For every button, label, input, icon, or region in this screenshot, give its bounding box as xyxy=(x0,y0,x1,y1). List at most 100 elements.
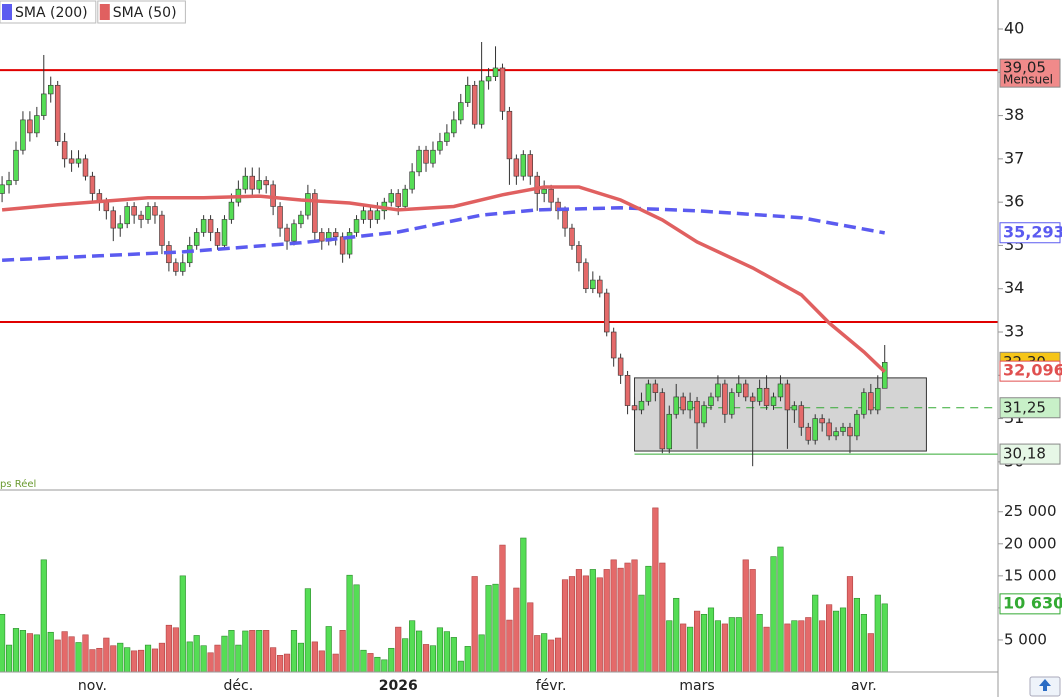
candle-body xyxy=(402,188,408,207)
volume-bar xyxy=(151,648,159,673)
legend-label: SMA (200) xyxy=(15,5,88,21)
candle-body xyxy=(430,149,436,164)
candle-body xyxy=(694,400,700,424)
candle-body xyxy=(27,119,33,134)
price-tag-label: 31,25 xyxy=(1003,398,1046,416)
candle-body xyxy=(388,193,395,203)
volume-bar xyxy=(270,647,277,673)
volume-bar xyxy=(554,637,562,673)
candle-body xyxy=(534,175,540,194)
y-tick-label: 40 xyxy=(1004,19,1024,38)
volume-bar xyxy=(103,637,110,673)
scroll-button[interactable] xyxy=(1029,676,1061,697)
volume-bar xyxy=(61,631,68,673)
candle-body xyxy=(13,149,19,181)
volume-bar xyxy=(124,647,131,673)
price-tag-label: 35,293 xyxy=(1003,222,1062,241)
volume-bar xyxy=(492,583,499,673)
candle-body xyxy=(492,67,499,77)
volume-bar xyxy=(506,619,513,673)
candle-body xyxy=(708,396,714,406)
price-tag xyxy=(999,360,1061,382)
volume-bar xyxy=(54,639,61,673)
candle-body xyxy=(89,175,96,194)
volume-bar xyxy=(110,645,117,673)
volume-bar xyxy=(770,556,777,673)
volume-bar xyxy=(214,644,221,673)
candle-body xyxy=(20,119,26,151)
volume-bar xyxy=(165,624,172,673)
volume-bar xyxy=(846,576,854,673)
volume-bar xyxy=(33,634,40,673)
candle-body xyxy=(770,396,777,406)
volume-bar xyxy=(568,576,576,673)
volume-bar xyxy=(561,579,569,673)
candle-body xyxy=(875,387,881,411)
candle-body xyxy=(840,426,846,432)
candle-body xyxy=(736,383,742,393)
candle-body xyxy=(597,279,603,294)
legend-label: SMA (50) xyxy=(113,5,177,21)
candle-body xyxy=(291,223,297,242)
volume-bar xyxy=(402,638,409,673)
candle-body xyxy=(659,392,666,450)
candle-body xyxy=(193,232,200,246)
candle-body xyxy=(103,201,110,212)
price-tag xyxy=(999,222,1061,244)
volume-bar xyxy=(784,623,791,673)
volume-bar xyxy=(714,620,722,673)
volume-bar xyxy=(624,562,631,673)
candle-body xyxy=(541,188,547,194)
candle-body xyxy=(520,154,527,177)
candle-body xyxy=(298,214,304,225)
volume-bar xyxy=(89,649,96,673)
candle-body xyxy=(409,171,415,190)
price-tag xyxy=(999,443,1061,465)
candle-body xyxy=(805,426,812,441)
candle-body xyxy=(652,383,659,393)
candle-body xyxy=(583,262,589,290)
candle-body xyxy=(0,184,5,194)
volume-bar xyxy=(311,641,318,673)
volume-bar xyxy=(610,559,617,673)
candle-body xyxy=(367,210,374,220)
candle-body xyxy=(631,405,638,411)
candle-body xyxy=(186,245,193,264)
legend: SMA (200) SMA (50) xyxy=(0,0,186,24)
volume-bar xyxy=(520,537,527,673)
volume-bar xyxy=(819,620,826,673)
candle-body xyxy=(861,392,867,415)
volume-bar xyxy=(75,642,82,673)
volume-bar xyxy=(443,631,450,673)
price-tag-label: 39,05 xyxy=(1003,59,1046,77)
x-tick-label: déc. xyxy=(224,678,254,694)
volume-tick-label: 20 000 xyxy=(1004,534,1057,552)
candle-body xyxy=(854,413,860,437)
legend-box xyxy=(0,0,97,24)
volume-bar xyxy=(381,659,388,673)
volume-bar xyxy=(193,635,200,673)
candle-body xyxy=(339,236,346,255)
volume-bar xyxy=(68,636,75,673)
volume-bar xyxy=(82,634,89,673)
volume-bar xyxy=(186,641,193,673)
volume-bar xyxy=(756,614,763,673)
candle-body xyxy=(263,180,269,186)
candle-body xyxy=(110,210,117,229)
candle-body xyxy=(749,396,756,402)
legend-box xyxy=(97,0,186,24)
price-tag-note: Mensuel xyxy=(1003,73,1053,87)
candle-body xyxy=(277,206,283,229)
candle-body xyxy=(819,418,825,424)
candle-body xyxy=(374,210,381,220)
volume-bar xyxy=(534,635,541,673)
candle-body xyxy=(437,141,443,151)
volume-bar xyxy=(96,647,103,673)
candle-body xyxy=(881,362,888,389)
volume-bar xyxy=(798,620,805,673)
candle-body xyxy=(54,84,61,142)
volume-bar xyxy=(367,653,374,673)
volume-bar xyxy=(360,649,367,673)
